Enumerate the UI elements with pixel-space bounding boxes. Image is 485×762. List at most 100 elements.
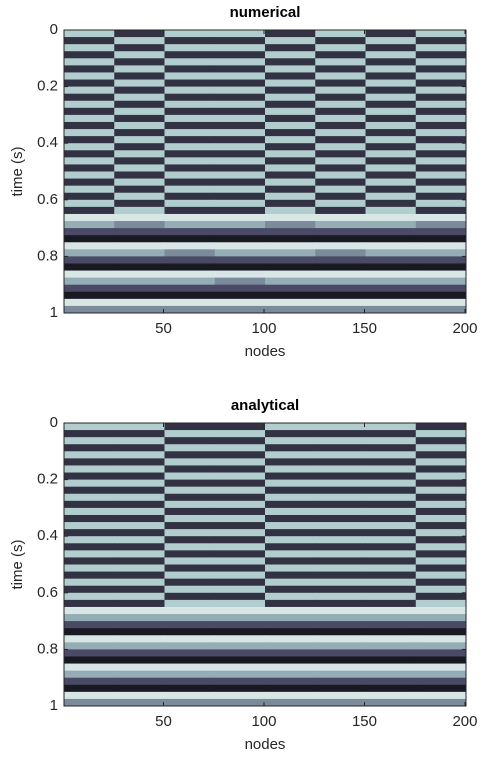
cell [164, 157, 216, 165]
cell [214, 592, 266, 601]
cell [64, 164, 115, 172]
cell [164, 256, 216, 264]
cell [365, 465, 417, 474]
cell [265, 606, 316, 615]
cell [265, 58, 316, 66]
cell [365, 486, 417, 495]
cell [365, 242, 417, 250]
x-tick-label: 100 [251, 713, 276, 730]
cell [365, 691, 417, 700]
cell [265, 199, 316, 208]
cell [265, 458, 316, 466]
cell [64, 479, 115, 488]
cell [64, 178, 115, 187]
cell [315, 500, 366, 509]
cell [164, 65, 216, 73]
cell [114, 522, 165, 530]
cell [214, 571, 266, 580]
cell [64, 578, 115, 587]
cell [315, 277, 366, 286]
cell [265, 635, 316, 643]
cell [114, 305, 165, 313]
cell [64, 493, 115, 502]
cell [415, 458, 466, 466]
cell [164, 663, 216, 672]
cell [315, 242, 366, 250]
cell [214, 507, 266, 516]
cell [164, 51, 216, 59]
axes-box [63, 29, 467, 314]
cell [315, 663, 366, 672]
cell [64, 305, 115, 313]
cell [315, 507, 366, 516]
cell [365, 599, 417, 608]
cell [265, 206, 316, 215]
cell [164, 129, 216, 137]
cell [214, 698, 266, 706]
cell [415, 79, 466, 88]
cell [164, 143, 216, 151]
cell [315, 65, 366, 73]
cell [64, 621, 115, 629]
cell [214, 444, 266, 452]
cell [164, 543, 216, 551]
cell [64, 58, 115, 66]
cell [415, 423, 466, 431]
cell [214, 486, 266, 495]
cell [415, 514, 466, 523]
cell [365, 235, 417, 243]
cell [214, 635, 266, 643]
cell [64, 270, 115, 279]
cell [365, 585, 417, 594]
cell [114, 249, 165, 257]
cell [164, 592, 216, 601]
cell [114, 621, 165, 629]
cell [214, 529, 266, 537]
cell [164, 121, 216, 130]
cell [365, 564, 417, 573]
cell [415, 263, 466, 272]
cell [114, 437, 165, 445]
cell [64, 199, 115, 208]
cell [365, 663, 417, 672]
cell [114, 578, 165, 587]
cell [114, 263, 165, 272]
cell [265, 221, 316, 229]
cell [164, 557, 216, 565]
cell [415, 164, 466, 172]
cell [164, 444, 216, 452]
cell [265, 171, 316, 180]
cell [415, 493, 466, 502]
cell [164, 458, 216, 466]
cell [365, 656, 417, 665]
cell [365, 30, 417, 38]
cell [114, 164, 165, 172]
cell [415, 529, 466, 537]
cell [164, 514, 216, 523]
cell [114, 493, 165, 502]
cell [265, 592, 316, 601]
cell [64, 543, 115, 551]
cell [415, 157, 466, 165]
cell [114, 178, 165, 187]
cell [114, 536, 165, 544]
cell [365, 129, 417, 137]
cell [415, 663, 466, 672]
cell [415, 536, 466, 544]
cell [114, 550, 165, 558]
cell [64, 472, 115, 481]
cell [214, 143, 266, 151]
cell [64, 107, 115, 116]
cell [365, 684, 417, 693]
cell [214, 500, 266, 509]
cell [214, 228, 266, 236]
cell [365, 493, 417, 502]
cell [365, 677, 417, 686]
cell [365, 206, 417, 215]
cell [214, 171, 266, 180]
cell [64, 51, 115, 59]
cell [64, 606, 115, 615]
cell [64, 235, 115, 243]
cell [114, 592, 165, 601]
cell [415, 599, 466, 608]
